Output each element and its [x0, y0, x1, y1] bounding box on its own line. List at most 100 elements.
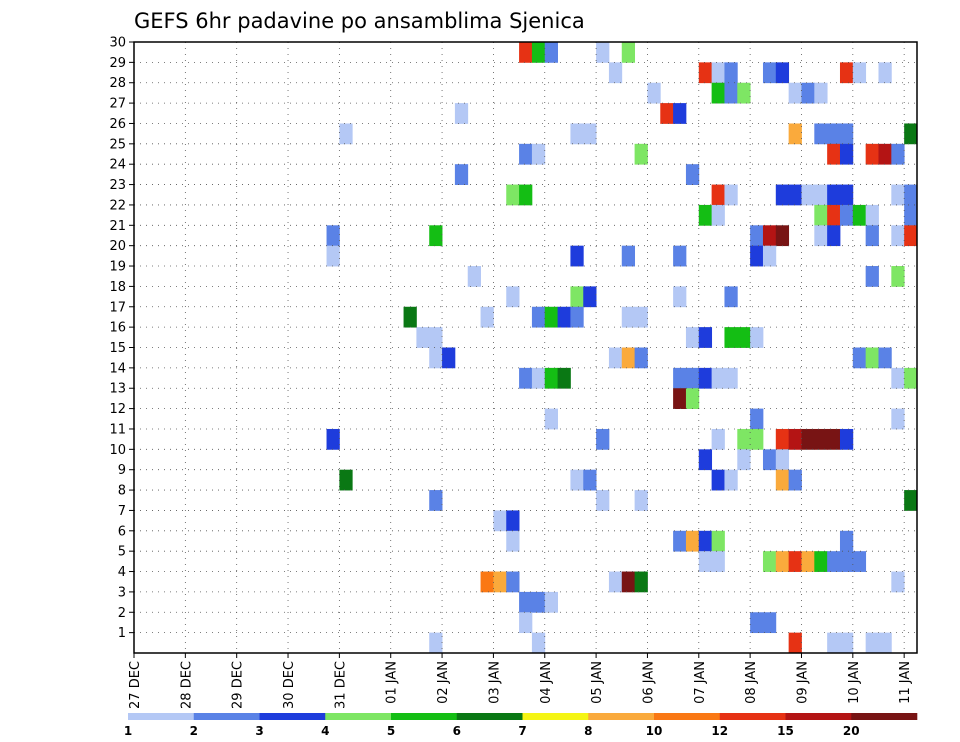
heatmap-cell [750, 428, 764, 450]
heatmap-cell [762, 551, 777, 572]
heatmap-cell [750, 408, 764, 430]
y-tick-label: 1 [118, 626, 126, 641]
heatmap-cell [685, 388, 700, 409]
x-tick-label: 31 DEC [333, 661, 348, 709]
heatmap-cell [801, 184, 815, 206]
y-tick-label: 20 [109, 239, 126, 254]
y-tick-label: 24 [109, 158, 126, 173]
x-tick-label: 06 JAN [641, 661, 656, 704]
x-tick-label: 02 JAN [436, 661, 451, 704]
legend-swatch [785, 713, 852, 720]
y-tick-label: 3 [118, 585, 126, 600]
heatmap-cell [544, 367, 558, 389]
y-tick-label: 4 [118, 565, 126, 580]
heatmap-cell [788, 428, 802, 450]
heatmap-cell [480, 571, 494, 593]
y-tick-label: 9 [118, 463, 126, 478]
heatmap-cell [557, 367, 571, 389]
heatmap-cell [570, 469, 584, 491]
heatmap-cell [673, 245, 687, 267]
x-tick-label: 10 JAN [847, 661, 862, 704]
heatmap-cell [891, 367, 905, 389]
heatmap-cell [531, 306, 546, 328]
heatmap-cell [724, 367, 738, 389]
heatmap-cell [339, 469, 353, 491]
heatmap-cell [519, 612, 533, 634]
legend-label: 7 [518, 724, 526, 738]
heatmap-cell [814, 428, 828, 450]
heatmap-cell [326, 245, 340, 267]
y-tick-label: 14 [109, 361, 126, 376]
heatmap-cell [775, 551, 790, 572]
y-tick-label: 7 [118, 504, 126, 519]
heatmap-cell [737, 82, 751, 104]
heatmap-cell [596, 428, 610, 450]
heatmap-cell [775, 225, 790, 247]
x-tick-label: 09 JAN [795, 661, 810, 704]
y-tick-label: 15 [109, 341, 126, 356]
heatmap-cell [750, 225, 764, 247]
x-tick-label: 27 DEC [128, 661, 143, 709]
legend-label: 3 [255, 724, 263, 738]
legend-label: 8 [584, 724, 592, 738]
heatmap-cell [827, 632, 841, 654]
heatmap-cell [621, 347, 636, 369]
heatmap-cell [685, 164, 700, 185]
heatmap-cell [750, 327, 764, 348]
heatmap-cell [544, 306, 558, 328]
heatmap-cell [801, 82, 815, 104]
heatmap-cell [596, 42, 610, 63]
heatmap-cell [762, 62, 777, 84]
heatmap-cell [827, 428, 841, 450]
heatmap-cell [621, 306, 636, 328]
legend-label: 5 [387, 724, 395, 738]
heatmap-cell [429, 225, 443, 247]
heatmap-cell [519, 367, 533, 389]
y-tick-label: 10 [109, 443, 126, 458]
heatmap-cell [711, 469, 725, 491]
heatmap-cell [403, 306, 417, 328]
heatmap-cell [673, 388, 687, 409]
heatmap-cell [724, 286, 738, 308]
heatmap-cell [429, 347, 443, 369]
heatmap-cell [724, 469, 738, 491]
heatmap-cell [788, 551, 802, 572]
heatmap-cell [493, 510, 507, 532]
heatmap-cell [583, 469, 597, 491]
heatmap-cell [762, 245, 777, 267]
heatmap-cell [698, 62, 713, 84]
heatmap-cell [801, 428, 815, 450]
heatmap-cell [454, 164, 469, 185]
legend-swatch [522, 713, 589, 720]
heatmap-cell [762, 449, 777, 471]
heatmap-cell [891, 143, 905, 165]
heatmap-cell [621, 245, 636, 267]
heatmap-cell [711, 530, 725, 552]
x-tick-label: 30 DEC [282, 661, 297, 709]
x-tick-label: 29 DEC [231, 661, 246, 709]
legend-label: 1 [124, 724, 132, 738]
heatmap-cell [737, 428, 751, 450]
legend-swatch [193, 713, 260, 720]
heatmap-cell [788, 632, 802, 654]
heatmap-cell [480, 306, 494, 328]
y-tick-label: 11 [109, 422, 126, 437]
heatmap-cell [904, 225, 917, 247]
heatmap-cell [814, 225, 828, 247]
heatmap-cell [467, 266, 481, 287]
heatmap-cell [506, 571, 520, 593]
heatmap-cell [827, 204, 841, 226]
heatmap-cell [839, 123, 854, 145]
heatmap-cell [827, 551, 841, 572]
legend-swatch [719, 713, 786, 720]
heatmap-cell [852, 204, 867, 226]
heatmap-cell [531, 591, 546, 613]
y-tick-label: 26 [109, 117, 126, 132]
y-tick-label: 29 [109, 56, 126, 71]
legend-label: 2 [190, 724, 198, 738]
heatmap-cell [531, 143, 546, 165]
y-tick-label: 13 [109, 382, 126, 397]
heatmap-cell [775, 469, 790, 491]
y-tick-label: 22 [109, 198, 126, 213]
heatmap-cell [673, 367, 687, 389]
